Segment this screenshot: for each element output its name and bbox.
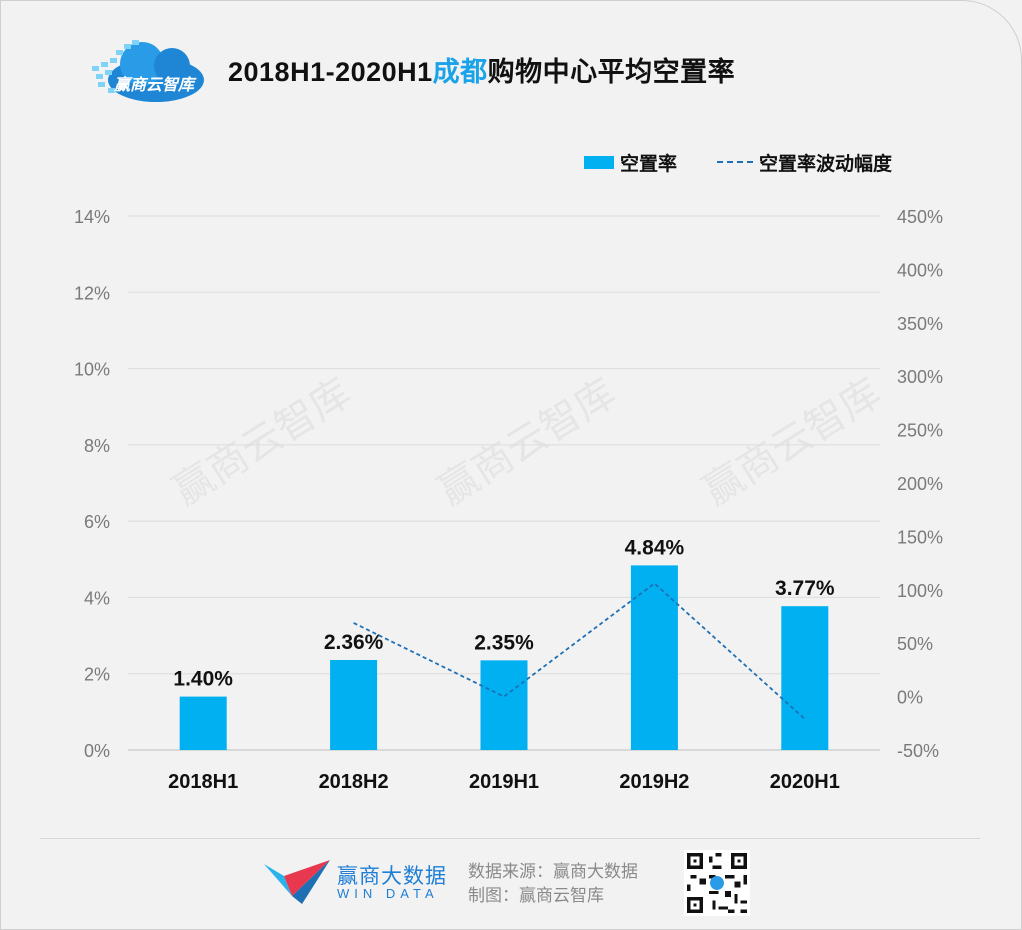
- bar: [330, 659, 378, 750]
- x-tick-label: 2018H1: [168, 771, 238, 793]
- bar: [179, 696, 227, 750]
- x-tick-label: 2018H2: [319, 771, 389, 793]
- y-left-tick-label: 2%: [84, 665, 110, 685]
- y-right-tick-label: 300%: [897, 367, 943, 387]
- bar-value-label: 1.40%: [173, 668, 233, 691]
- y-left-tick-label: 0%: [84, 741, 110, 761]
- x-tick-label: 2019H1: [469, 771, 539, 793]
- chart: 0% 2% 4% 6% 8% 10% 12% 14% -50% 0% 50% 100% 150% 200%…: [74, 207, 943, 793]
- x-tick-label: 2019H2: [619, 771, 689, 793]
- y-left-tick-label: 6%: [84, 512, 110, 532]
- chart-title: 2018H1-2020H1成都购物中心平均空置率: [228, 50, 735, 89]
- bar-value-label: 3.77%: [775, 577, 835, 600]
- y-right-tick-label: 350%: [897, 314, 943, 334]
- y-left-tick-label: 12%: [74, 283, 110, 303]
- y-right-tick-label: 250%: [897, 421, 943, 441]
- qr-code: [684, 850, 750, 916]
- legend-line-swatch: [717, 161, 754, 163]
- bar: [480, 660, 528, 750]
- title-highlight: 成都: [432, 57, 488, 87]
- source-note: 数据来源：赢商大数据 制图：赢商云智库: [468, 860, 638, 908]
- bar: [781, 606, 829, 750]
- win-data-logo: [264, 860, 330, 904]
- title-part2: 购物中心平均空置率: [487, 57, 736, 87]
- legend: 空置率 空置率波动幅度: [584, 148, 892, 176]
- legend-bar-swatch: [584, 155, 614, 169]
- footer-divider: [40, 838, 980, 839]
- brand-name-en: WIN DATA: [337, 886, 439, 901]
- legend-label-line: 空置率波动幅度: [759, 153, 893, 175]
- y-left-tick-label: 8%: [84, 436, 110, 456]
- bar-value-label: 2.36%: [324, 631, 384, 654]
- cloud-logo: 赢商云智库: [92, 40, 204, 102]
- y-right-tick-label: 0%: [897, 688, 923, 708]
- y-right-tick-label: 400%: [897, 260, 943, 280]
- title-part1: 2018H1-2020H1: [228, 57, 433, 87]
- x-tick-label: 2020H1: [770, 771, 840, 793]
- y-right-tick-label: 150%: [897, 527, 943, 547]
- maker-text: 制图：赢商云智库: [468, 886, 604, 905]
- source-text: 数据来源：赢商大数据: [468, 862, 638, 881]
- y-left-tick-label: 14%: [74, 207, 110, 227]
- y-right-tick-label: -50%: [897, 741, 939, 761]
- bar: [630, 565, 678, 750]
- logo-text: 赢商云智库: [113, 76, 197, 94]
- y-left-tick-label: 4%: [84, 588, 110, 608]
- y-right-tick-label: 100%: [897, 581, 943, 601]
- y-right-tick-label: 200%: [897, 474, 943, 494]
- legend-label-bar: 空置率: [620, 153, 678, 175]
- y-left-tick-label: 10%: [74, 360, 110, 380]
- fluctuation-line: [353, 582, 806, 720]
- y-right-tick-label: 450%: [897, 207, 943, 227]
- bar-value-label: 2.35%: [474, 631, 534, 654]
- brand-name-cn: 赢商大数据: [337, 865, 447, 888]
- y-right-tick-label: 50%: [897, 634, 933, 654]
- bar-value-label: 4.84%: [625, 536, 685, 559]
